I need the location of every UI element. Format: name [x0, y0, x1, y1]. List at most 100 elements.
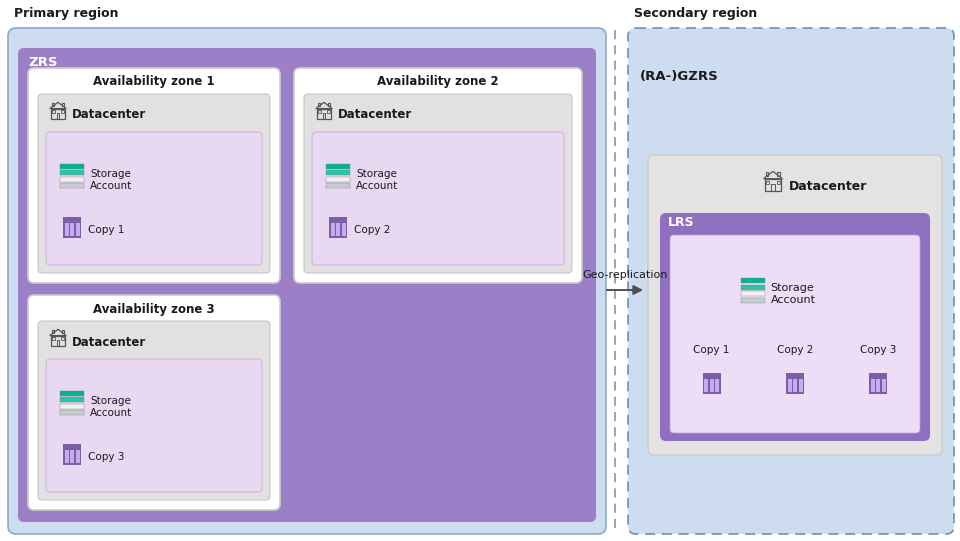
- Bar: [318, 103, 320, 106]
- FancyBboxPatch shape: [38, 94, 270, 273]
- Text: Availability zone 1: Availability zone 1: [93, 76, 215, 89]
- Bar: [64, 450, 68, 463]
- Bar: [786, 377, 804, 394]
- Bar: [63, 447, 81, 465]
- FancyBboxPatch shape: [28, 295, 280, 510]
- Bar: [51, 335, 65, 346]
- Text: Geo-replication: Geo-replication: [583, 270, 668, 280]
- FancyBboxPatch shape: [294, 68, 582, 283]
- Bar: [772, 184, 775, 192]
- Bar: [60, 397, 84, 402]
- Text: Copy 3: Copy 3: [860, 345, 897, 355]
- FancyBboxPatch shape: [8, 28, 606, 534]
- Bar: [876, 379, 880, 392]
- Bar: [60, 404, 84, 408]
- Bar: [60, 163, 84, 169]
- Bar: [740, 278, 764, 283]
- Bar: [342, 222, 346, 236]
- Text: Availability zone 3: Availability zone 3: [93, 302, 215, 315]
- Bar: [786, 373, 804, 377]
- Text: Primary region: Primary region: [14, 7, 118, 20]
- Bar: [871, 379, 875, 392]
- Bar: [740, 291, 764, 296]
- FancyBboxPatch shape: [46, 132, 262, 265]
- Bar: [329, 221, 347, 237]
- FancyBboxPatch shape: [46, 359, 262, 492]
- Bar: [64, 222, 68, 236]
- Text: ZRS: ZRS: [28, 56, 58, 69]
- Bar: [52, 110, 55, 113]
- Text: Copy 3: Copy 3: [88, 452, 125, 462]
- Text: Storage: Storage: [356, 169, 396, 179]
- Bar: [793, 379, 797, 392]
- Bar: [60, 170, 84, 175]
- Bar: [318, 110, 321, 113]
- Bar: [778, 173, 780, 175]
- Text: Storage: Storage: [771, 283, 814, 293]
- Bar: [61, 330, 64, 333]
- FancyBboxPatch shape: [648, 155, 942, 455]
- Bar: [57, 340, 60, 346]
- Bar: [63, 217, 81, 221]
- Bar: [70, 222, 74, 236]
- Bar: [323, 113, 325, 120]
- Bar: [60, 410, 84, 415]
- Bar: [52, 338, 55, 340]
- Bar: [799, 379, 803, 392]
- FancyBboxPatch shape: [38, 321, 270, 500]
- FancyBboxPatch shape: [28, 68, 280, 283]
- FancyBboxPatch shape: [304, 94, 572, 273]
- Bar: [61, 103, 64, 106]
- Text: Copy 1: Copy 1: [693, 345, 730, 355]
- Bar: [61, 338, 64, 340]
- Bar: [327, 103, 330, 106]
- Bar: [63, 221, 81, 237]
- Bar: [870, 373, 887, 377]
- Bar: [715, 379, 719, 392]
- FancyBboxPatch shape: [18, 48, 596, 522]
- Bar: [703, 377, 721, 394]
- Bar: [51, 109, 65, 120]
- Bar: [317, 109, 331, 120]
- Bar: [326, 170, 350, 175]
- Text: Storage: Storage: [90, 396, 131, 406]
- Bar: [57, 113, 60, 120]
- Bar: [787, 379, 791, 392]
- Bar: [70, 450, 74, 463]
- Bar: [740, 285, 764, 289]
- Bar: [870, 377, 887, 394]
- Bar: [52, 103, 54, 106]
- Bar: [766, 181, 769, 184]
- Bar: [709, 379, 713, 392]
- Text: Availability zone 2: Availability zone 2: [377, 76, 499, 89]
- Bar: [882, 379, 886, 392]
- Bar: [766, 173, 768, 175]
- Text: Datacenter: Datacenter: [72, 109, 146, 122]
- Bar: [76, 450, 80, 463]
- Text: Account: Account: [771, 295, 815, 306]
- Text: Secondary region: Secondary region: [634, 7, 757, 20]
- Text: Account: Account: [90, 181, 132, 191]
- Text: Datacenter: Datacenter: [789, 180, 868, 193]
- Bar: [740, 298, 764, 303]
- Bar: [60, 391, 84, 395]
- FancyBboxPatch shape: [628, 28, 954, 534]
- Bar: [330, 222, 334, 236]
- Bar: [703, 373, 721, 377]
- FancyBboxPatch shape: [670, 235, 920, 433]
- FancyBboxPatch shape: [312, 132, 564, 265]
- Bar: [764, 179, 781, 192]
- Text: Datacenter: Datacenter: [338, 109, 412, 122]
- Bar: [329, 217, 347, 221]
- Bar: [61, 110, 64, 113]
- Bar: [63, 444, 81, 447]
- Bar: [326, 183, 350, 188]
- Text: Account: Account: [356, 181, 398, 191]
- Text: Copy 1: Copy 1: [88, 225, 125, 235]
- Bar: [705, 379, 708, 392]
- Bar: [60, 183, 84, 188]
- Text: LRS: LRS: [668, 216, 695, 229]
- Bar: [76, 222, 80, 236]
- Text: Datacenter: Datacenter: [72, 335, 146, 348]
- Bar: [326, 163, 350, 169]
